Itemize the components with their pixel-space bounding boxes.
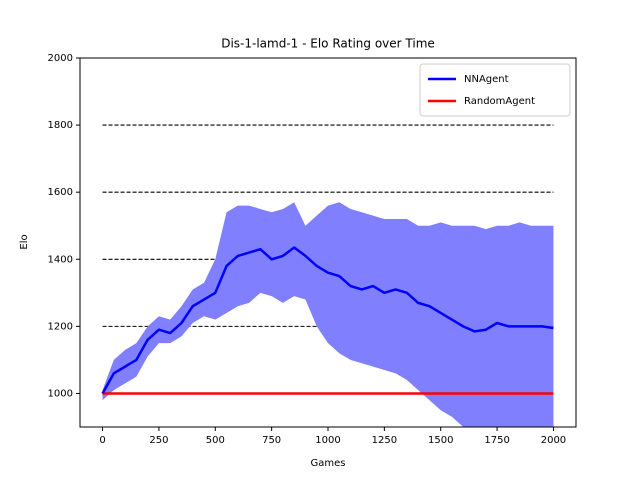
- chart-title: Dis-1-lamd-1 - Elo Rating over Time: [221, 37, 435, 51]
- x-tick-label: 2000: [541, 435, 566, 446]
- y-tick-label: 1200: [48, 321, 73, 332]
- series-line: [101, 246, 554, 395]
- legend-label: RandomAgent: [464, 96, 535, 107]
- legend-label: NNAgent: [464, 74, 509, 85]
- y-axis-label: Elo: [19, 234, 30, 249]
- axes: 0 250 500 750 1000 1250 1500 1750 2000 1000 1200 14…: [48, 53, 577, 446]
- x-tick-label: 1250: [372, 435, 397, 446]
- x-tick-label: 750: [262, 435, 281, 446]
- y-tick-label: 1800: [48, 120, 73, 131]
- confidence-band: [102, 202, 554, 427]
- y-tick-label: 1600: [48, 187, 73, 198]
- legend: NNAgent RandomAgent: [419, 63, 571, 117]
- legend-box: [419, 63, 571, 117]
- x-tick-label: 1000: [315, 435, 340, 446]
- x-tick-label: 1750: [484, 435, 509, 446]
- x-tick-label: 250: [149, 435, 168, 446]
- x-tick-label: 1500: [428, 435, 453, 446]
- y-tick-label: 1000: [48, 388, 73, 399]
- x-tick-label: 0: [99, 435, 105, 446]
- y-tick-label: 2000: [48, 53, 73, 64]
- plot-area: [101, 124, 554, 427]
- x-axis-label: Games: [311, 458, 346, 469]
- y-tick-label: 1400: [48, 254, 73, 265]
- x-tick-label: 500: [206, 435, 225, 446]
